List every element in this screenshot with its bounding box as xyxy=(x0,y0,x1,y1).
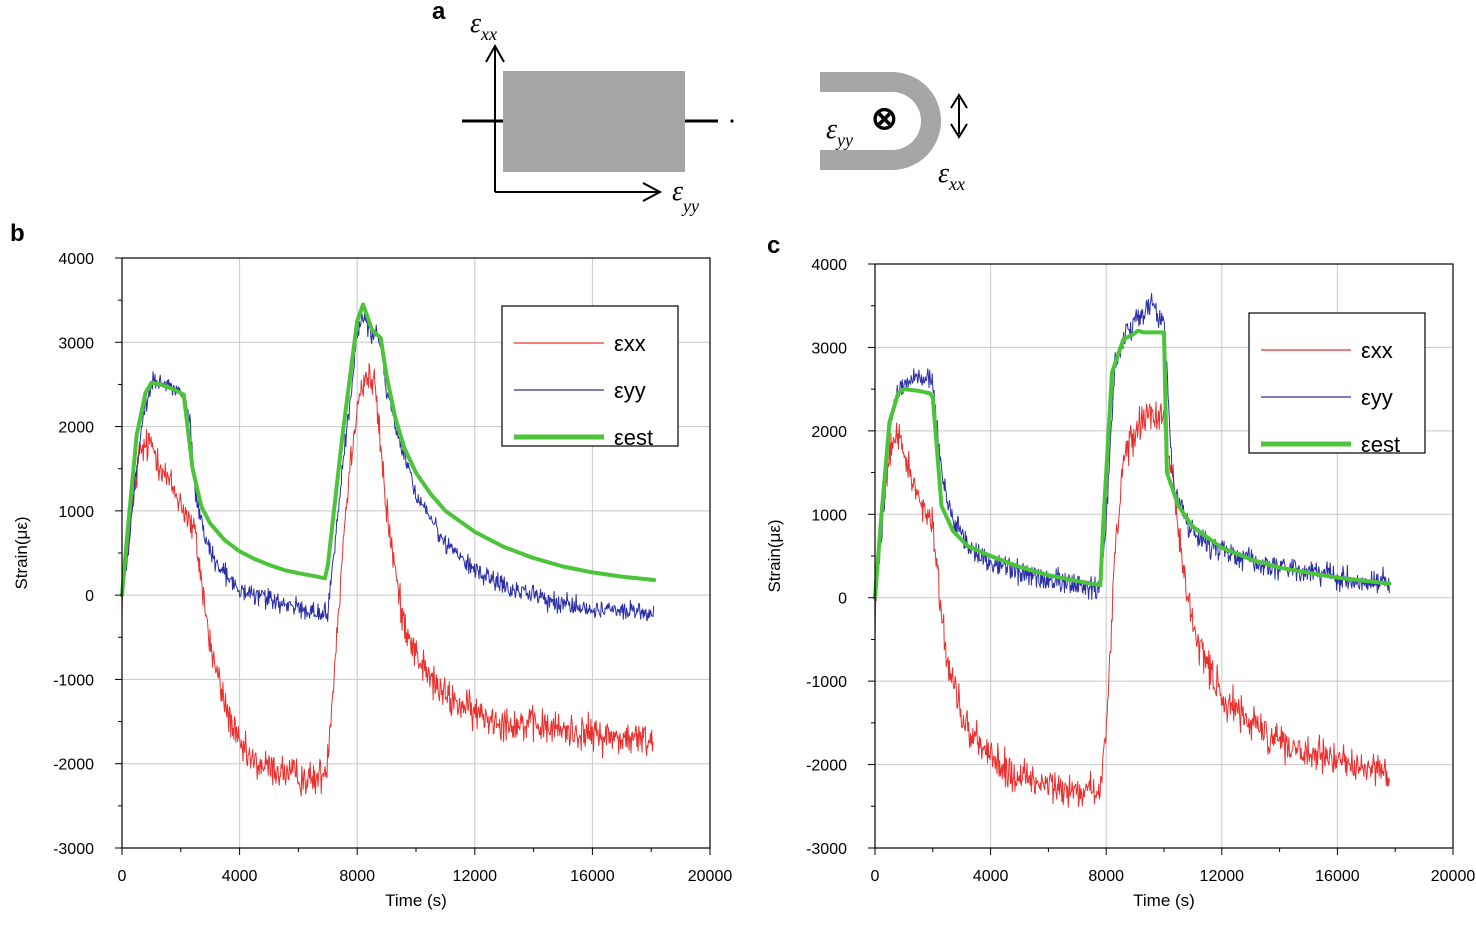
y-axis-title: Strain(με) xyxy=(12,516,31,589)
y-tick-label: 0 xyxy=(85,588,94,605)
lead-dot xyxy=(730,119,734,123)
y-tick-label: -3000 xyxy=(53,841,94,858)
x-tick-label: 4000 xyxy=(222,868,258,885)
x-axis-title: Time (s) xyxy=(1133,891,1195,910)
panel-label-b: b xyxy=(10,220,25,247)
x-axis-title: Time (s) xyxy=(385,891,447,910)
x-tick-label: 12000 xyxy=(1200,868,1245,885)
horizontal-arrowhead xyxy=(642,182,663,202)
x-tick-label: 8000 xyxy=(339,868,375,885)
y-tick-label: -2000 xyxy=(53,757,94,774)
eps-yy-label: εyy xyxy=(672,176,699,216)
legend-box xyxy=(501,305,679,447)
y-tick-label: 3000 xyxy=(811,340,847,357)
x-tick-label: 16000 xyxy=(1315,868,1360,885)
bending-arrowhead-top xyxy=(950,93,968,109)
panel-label-a: a xyxy=(432,0,446,25)
y-tick-label: 4000 xyxy=(58,251,94,268)
y-tick-label: 0 xyxy=(838,591,847,608)
sensor-patch xyxy=(503,71,685,172)
x-tick-label: 16000 xyxy=(570,868,615,885)
legend-label-eest: εest xyxy=(1361,432,1400,457)
y-tick-label: 1000 xyxy=(811,507,847,524)
chart-b: 0 4000 8000 12000 16000 20000 -3000 -2000 -1000 0… xyxy=(12,251,733,910)
panel-label-c: c xyxy=(767,232,781,259)
y-tick-label: -1000 xyxy=(806,674,847,691)
eps-xx-label-bent: εxx xyxy=(938,158,965,194)
x-tick-label: 0 xyxy=(118,868,127,885)
legend-label-eest: εest xyxy=(614,425,653,450)
eps-xx-label: εxx xyxy=(470,8,497,44)
legend-label-exx: εxx xyxy=(1361,338,1393,363)
out-of-plane-icon: ⊗ xyxy=(871,100,898,136)
y-tick-label: 3000 xyxy=(58,335,94,352)
vertical-arrowhead xyxy=(485,43,505,63)
legend-label-exx: εxx xyxy=(614,331,646,356)
x-tick-label: 8000 xyxy=(1088,868,1124,885)
y-axis-title: Strain(με) xyxy=(765,519,784,592)
y-tick-label: 2000 xyxy=(811,424,847,441)
legend-label-eyy: εyy xyxy=(1361,385,1393,410)
legend-box xyxy=(1248,312,1426,454)
x-tick-label: 12000 xyxy=(453,868,498,885)
y-tick-label: -3000 xyxy=(806,841,847,858)
legend-label-eyy: εyy xyxy=(614,378,646,403)
eps-yy-label-bent: εyy xyxy=(826,114,853,150)
series-line-eest xyxy=(873,328,1392,600)
y-tick-label: -1000 xyxy=(53,672,94,689)
y-tick-label: 1000 xyxy=(58,504,94,521)
series-line-eest xyxy=(120,302,657,598)
bending-arrowhead-bottom xyxy=(950,123,968,139)
series-line-eyy xyxy=(874,292,1390,600)
y-tick-label: -2000 xyxy=(806,758,847,775)
y-tick-label: 4000 xyxy=(811,257,847,274)
strain-orientation-diagram: εxx εyy ⊗ εyy εxx xyxy=(462,8,968,216)
x-tick-label: 4000 xyxy=(973,868,1009,885)
x-tick-label: 0 xyxy=(871,868,880,885)
series-line-eyy xyxy=(121,313,655,623)
x-tick-label: 20000 xyxy=(688,868,733,885)
series-line-exx xyxy=(121,362,654,797)
bent-sensor xyxy=(820,72,941,170)
x-tick-label: 20000 xyxy=(1431,868,1476,885)
y-tick-label: 2000 xyxy=(58,420,94,437)
chart-c: 0 4000 8000 12000 16000 20000 -3000 -2000 -1000 0… xyxy=(765,257,1476,910)
series-line-exx xyxy=(874,401,1390,808)
